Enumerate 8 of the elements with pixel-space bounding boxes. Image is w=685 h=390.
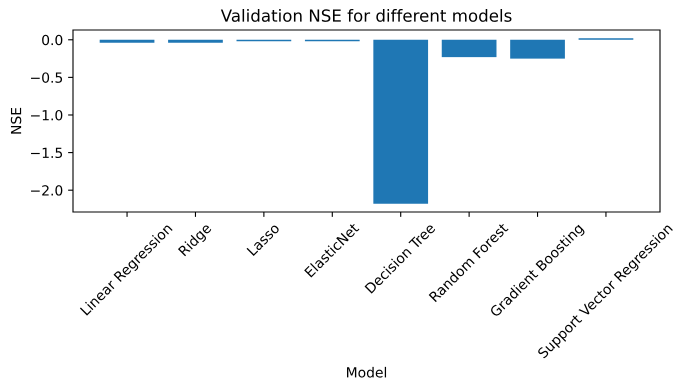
y-tick-label: −1.5: [31, 148, 62, 158]
y-tick-label: 0.0: [42, 34, 62, 46]
y-tick-label: −0.5: [31, 72, 62, 83]
y-tick-label: −1.0: [31, 110, 62, 120]
y-tick-label: −2.0: [31, 185, 62, 196]
chart-title: Validation NSE for different models: [220, 9, 512, 22]
x-axis-title: Model: [347, 366, 386, 378]
y-axis-title: NSE: [10, 108, 22, 134]
